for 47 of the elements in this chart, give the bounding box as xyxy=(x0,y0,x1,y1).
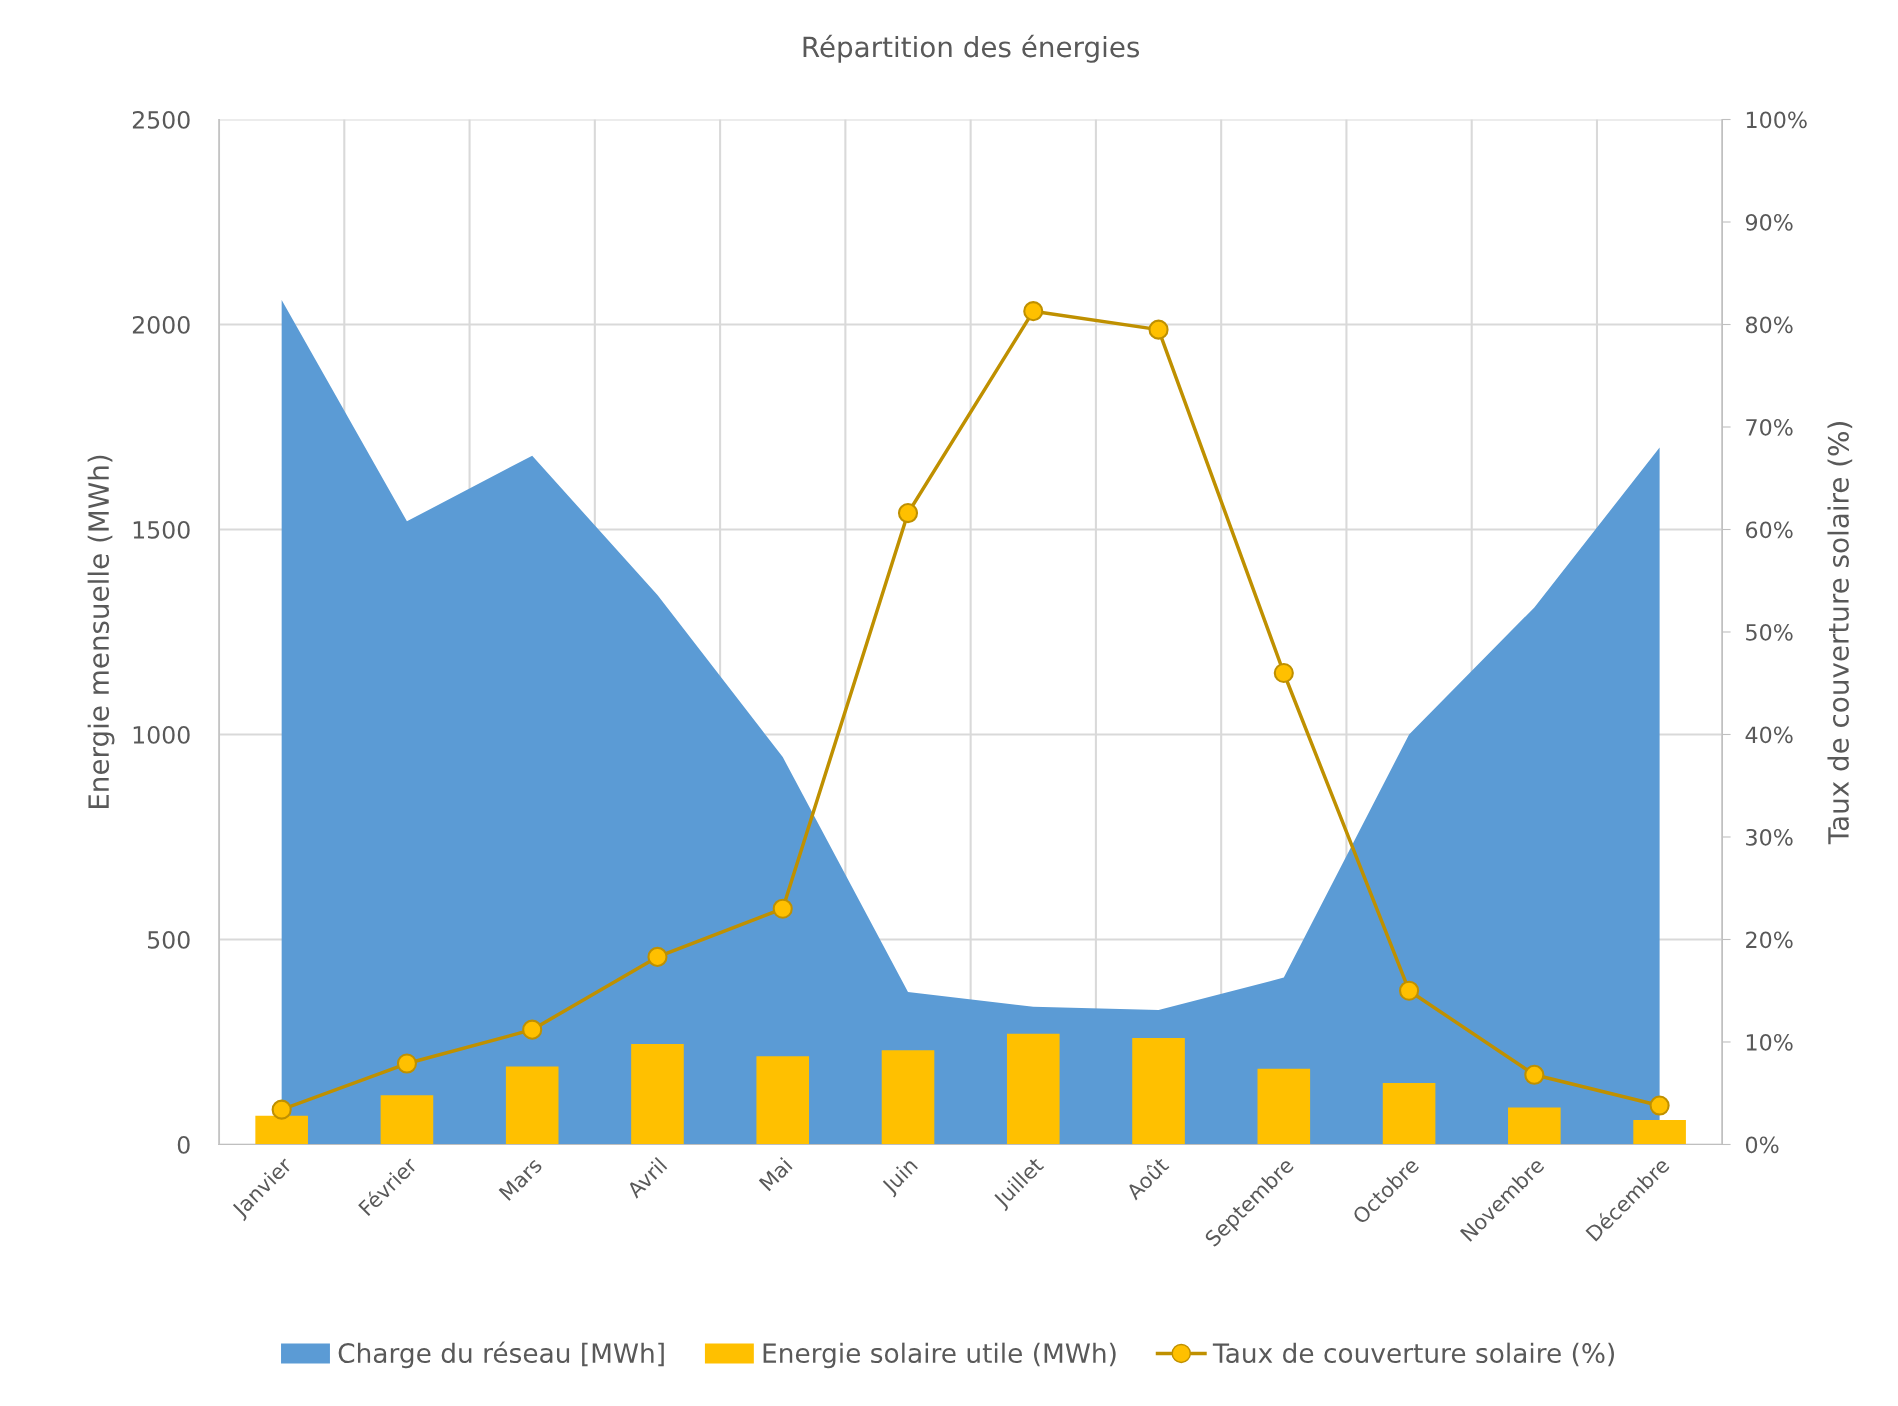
y-tick-label: 2000 xyxy=(132,315,190,334)
point xyxy=(772,898,793,919)
y2-tick-label: 90% xyxy=(1745,213,1793,231)
legend-label: Charge du réseau [MWh] xyxy=(338,1341,664,1369)
point xyxy=(396,1053,417,1074)
point xyxy=(522,1019,543,1040)
point xyxy=(1023,301,1044,322)
bar xyxy=(1006,1033,1060,1145)
bar xyxy=(1257,1068,1311,1145)
y-axis-title: Energie mensuelle (MWh) xyxy=(87,455,115,808)
point xyxy=(1273,662,1294,684)
y-tick-label: 2500 xyxy=(132,110,190,129)
y2-tick-label: 10% xyxy=(1746,1033,1793,1051)
y2-tick-label: 60% xyxy=(1746,521,1793,539)
bar xyxy=(1132,1037,1185,1145)
point xyxy=(1148,319,1169,340)
bar xyxy=(881,1050,935,1145)
point xyxy=(271,1099,292,1120)
y2-tick-label: 100% xyxy=(1746,111,1807,129)
y2-tick-label: 40% xyxy=(1745,726,1793,744)
point xyxy=(1399,980,1420,1001)
bar xyxy=(1382,1082,1436,1145)
x-tick-label: Mai xyxy=(758,1156,793,1192)
y2-tick-label: 20% xyxy=(1746,931,1793,949)
point xyxy=(897,503,919,524)
chart-title: Répartition des énergies xyxy=(803,34,1140,63)
point xyxy=(1524,1064,1545,1085)
bar xyxy=(1633,1119,1686,1145)
y-tick-label: 1000 xyxy=(133,725,190,744)
y-tick-label: 0 xyxy=(177,1135,190,1154)
y-tick-label: 1500 xyxy=(133,520,190,539)
legend-label: Energie solaire utile (MWh) xyxy=(763,1342,1116,1369)
bar xyxy=(380,1095,434,1145)
y2-tick-label: 0% xyxy=(1745,1136,1779,1154)
bar xyxy=(1508,1107,1561,1145)
y2-tick-label: 50% xyxy=(1746,623,1793,641)
y2-axis-title: Taux de couverture solaire (%) xyxy=(1827,422,1853,845)
point xyxy=(1649,1095,1670,1116)
legend-label: Taux de couverture solaire (%) xyxy=(1212,1342,1614,1367)
y2-tick-label: 80% xyxy=(1745,316,1793,334)
bar xyxy=(631,1044,684,1145)
point xyxy=(647,946,668,967)
bar xyxy=(505,1066,559,1145)
bar xyxy=(756,1056,810,1145)
y2-tick-label: 30% xyxy=(1746,828,1793,846)
y2-tick-label: 70% xyxy=(1746,418,1793,436)
y-tick-label: 500 xyxy=(148,930,190,949)
